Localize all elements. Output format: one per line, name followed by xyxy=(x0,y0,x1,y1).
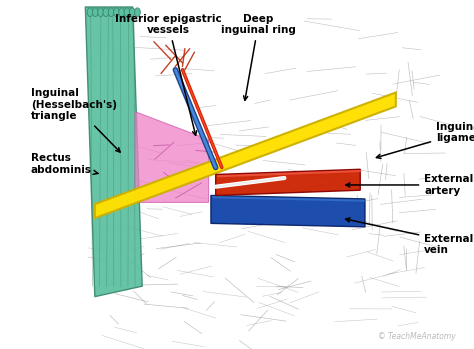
Ellipse shape xyxy=(135,8,140,17)
Polygon shape xyxy=(211,195,365,227)
Polygon shape xyxy=(135,112,209,202)
Polygon shape xyxy=(95,92,396,218)
Ellipse shape xyxy=(98,8,103,17)
Text: External iliac
artery: External iliac artery xyxy=(346,174,474,196)
Ellipse shape xyxy=(114,8,119,17)
Text: © TeachMeAnatomy: © TeachMeAnatomy xyxy=(378,332,456,341)
Ellipse shape xyxy=(87,8,93,17)
Text: Inguinal
ligament: Inguinal ligament xyxy=(376,122,474,158)
Ellipse shape xyxy=(103,8,109,17)
Text: Inferior epigastric
vessels: Inferior epigastric vessels xyxy=(115,14,222,135)
Text: Rectus
abdominis: Rectus abdominis xyxy=(31,153,98,175)
Ellipse shape xyxy=(92,8,98,17)
Ellipse shape xyxy=(129,8,135,17)
Ellipse shape xyxy=(124,8,130,17)
Text: Deep
inguinal ring: Deep inguinal ring xyxy=(221,14,296,100)
Ellipse shape xyxy=(108,8,114,17)
Ellipse shape xyxy=(119,8,125,17)
Polygon shape xyxy=(216,169,360,195)
Text: Inguinal
(Hesselbach's)
triangle: Inguinal (Hesselbach's) triangle xyxy=(31,88,120,152)
Polygon shape xyxy=(85,7,142,297)
Text: External iliac
vein: External iliac vein xyxy=(346,218,474,255)
